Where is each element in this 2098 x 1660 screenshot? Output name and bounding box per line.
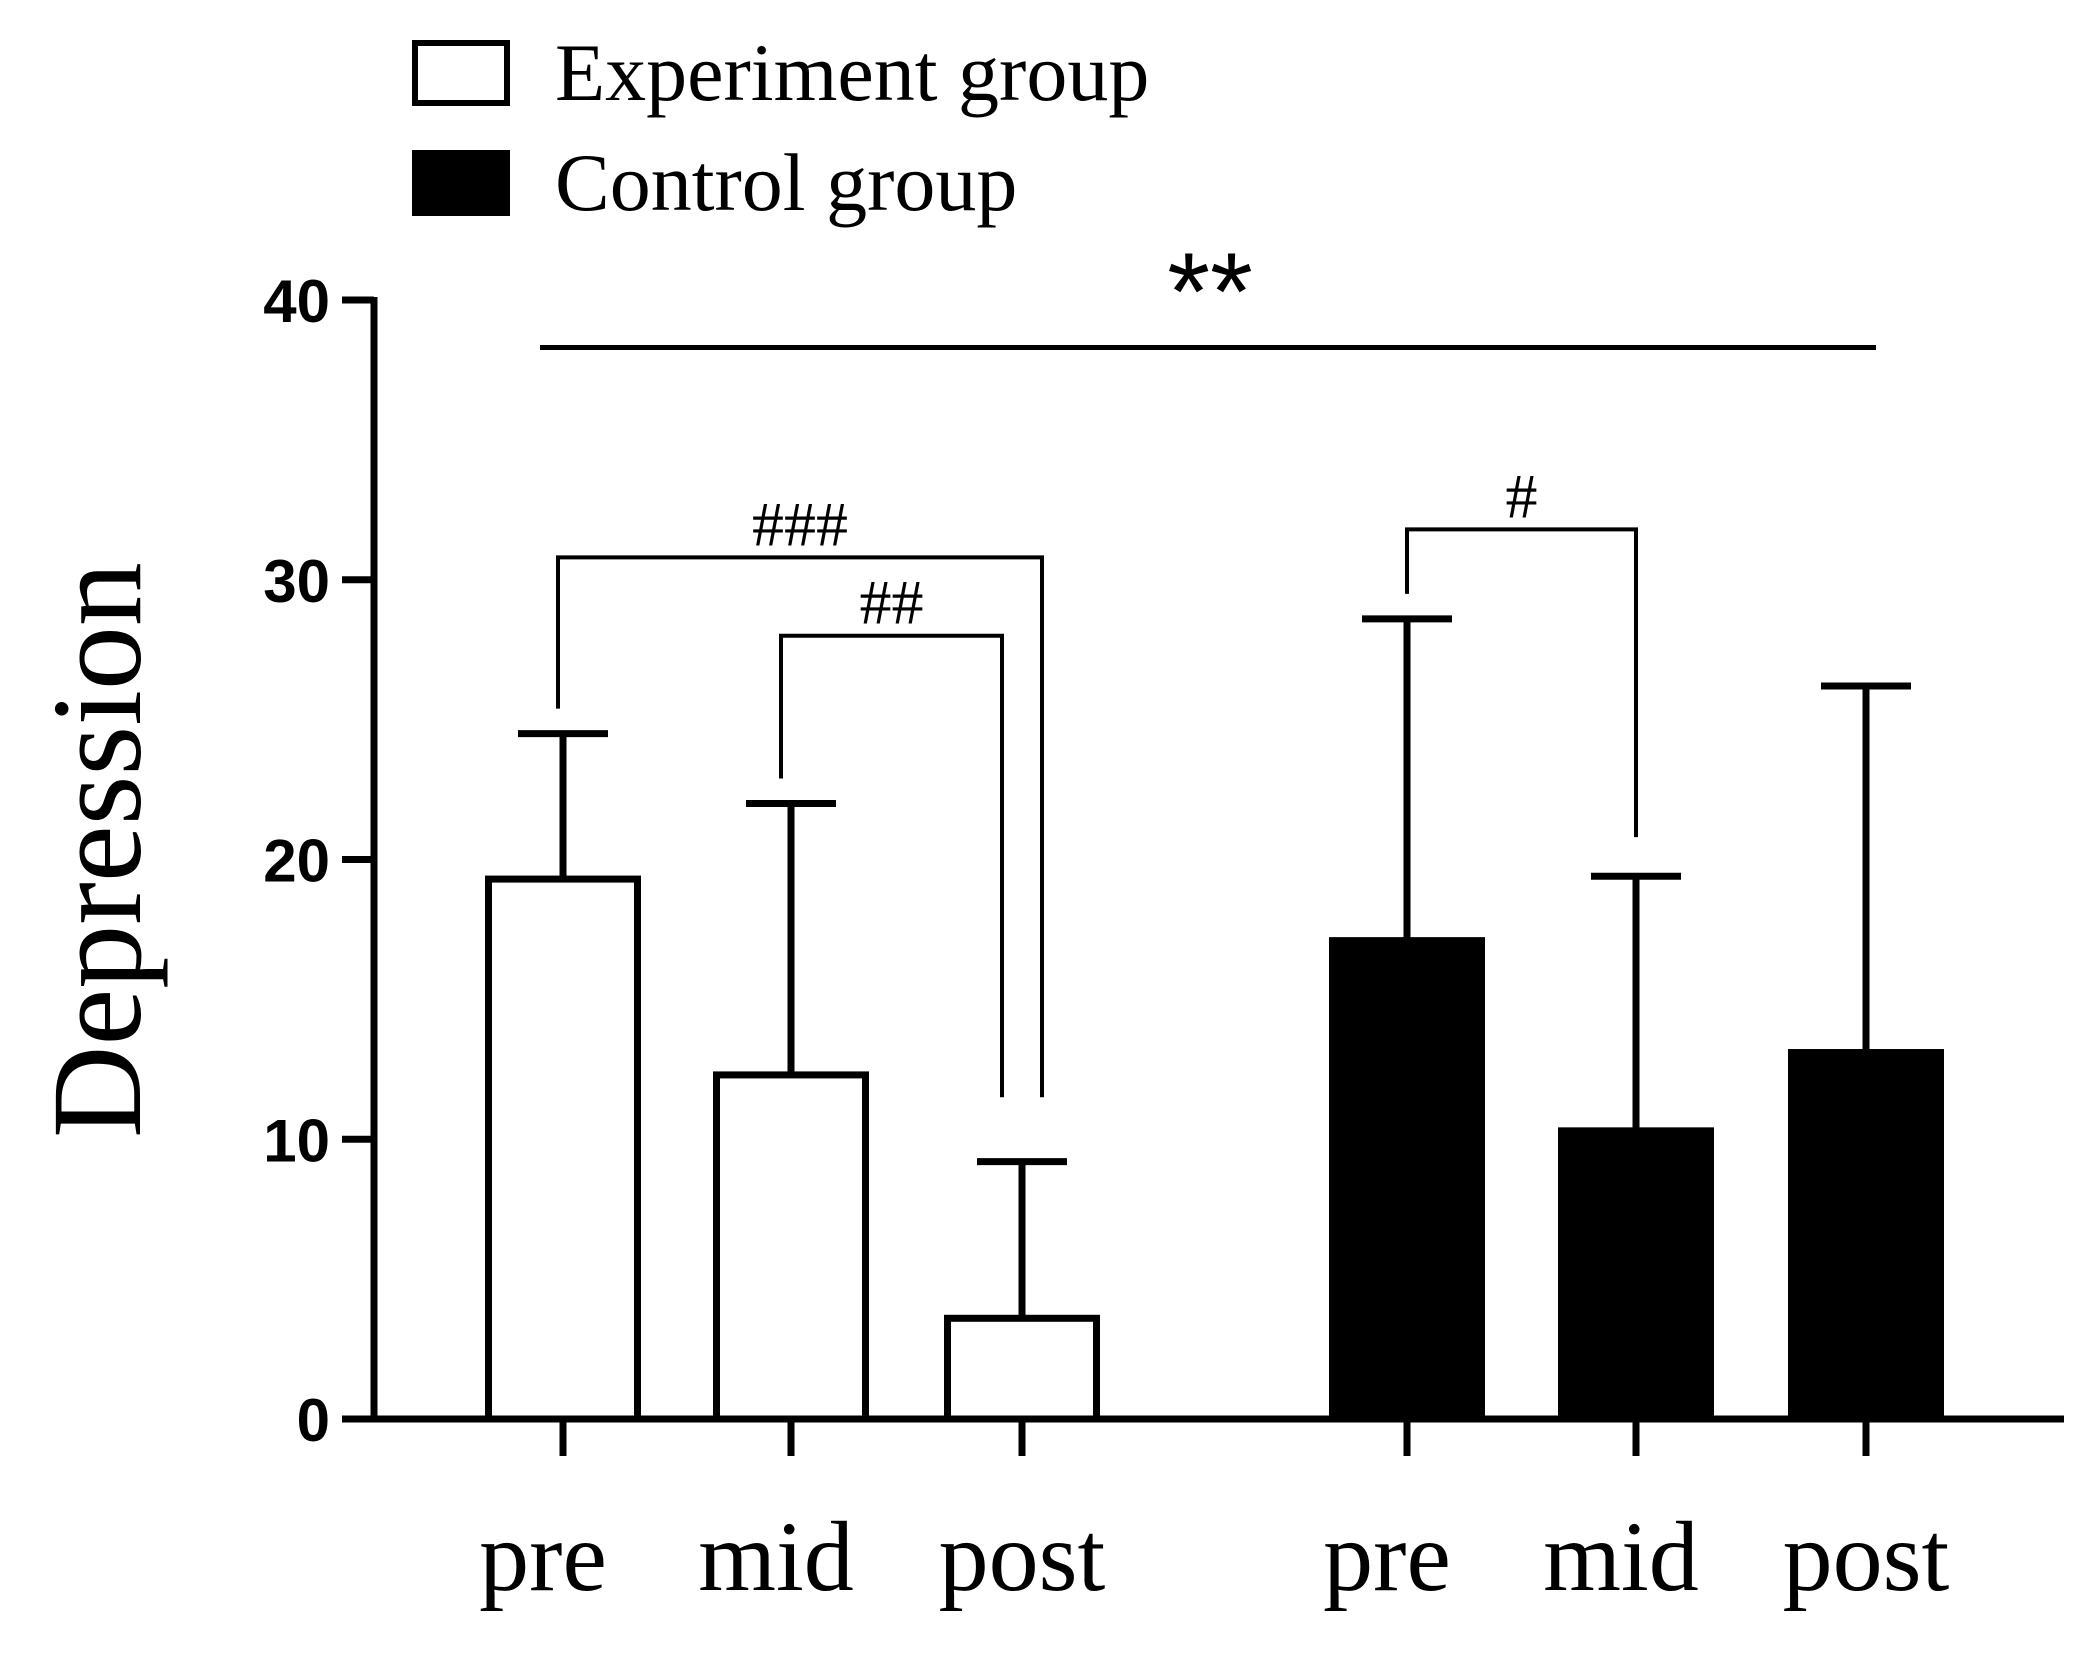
legend-label: Control group — [555, 137, 1017, 228]
x-tick-label: mid — [698, 1501, 854, 1612]
x-tick-label: post — [939, 1501, 1106, 1612]
y-axis-label: Depression — [26, 562, 168, 1138]
y-tick-label: 10 — [263, 1107, 330, 1174]
bar — [713, 1071, 869, 1423]
significance-bracket — [556, 555, 1044, 1098]
significance-bracket — [779, 633, 1004, 1098]
x-tick-label: pre — [1323, 1501, 1451, 1612]
bar — [1329, 937, 1485, 1419]
x-tick-label: pre — [479, 1501, 607, 1612]
bars — [485, 615, 1944, 1423]
significance-annotations: **###### — [540, 231, 1876, 1098]
y-tick-label: 0 — [297, 1387, 330, 1454]
legend: Experiment group Control group — [412, 27, 1149, 228]
legend-swatch — [412, 40, 510, 106]
y-tick-label: 30 — [263, 548, 330, 615]
x-tick-label: post — [1783, 1501, 1950, 1612]
significance-bracket — [1405, 527, 1638, 838]
y-tick-label: 20 — [263, 828, 330, 895]
y-tick-label: 40 — [263, 268, 330, 335]
bar — [1788, 1049, 1944, 1419]
significance-label: ** — [1167, 231, 1253, 354]
bar — [1558, 1127, 1714, 1419]
significance-label: ## — [860, 567, 924, 638]
bar — [485, 875, 641, 1423]
legend-label: Experiment group — [555, 27, 1149, 118]
significance-label: ### — [752, 488, 848, 559]
x-tick-label: mid — [1543, 1501, 1699, 1612]
bar — [944, 1314, 1100, 1423]
significance-label: # — [1506, 460, 1538, 531]
legend-swatch — [412, 150, 510, 216]
